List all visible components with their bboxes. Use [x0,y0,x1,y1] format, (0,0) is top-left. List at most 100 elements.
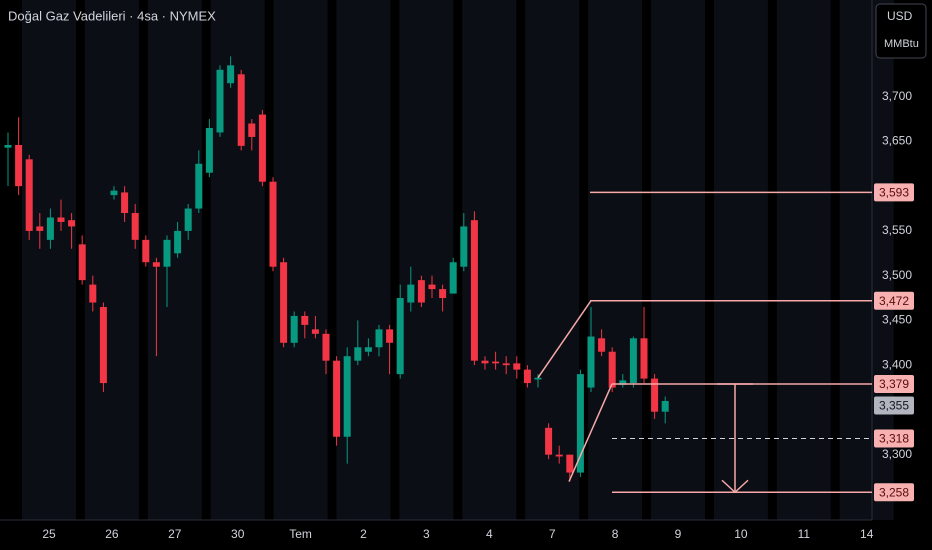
candle-body [248,123,256,137]
price-label-bg [874,429,914,448]
candle-body [608,351,616,388]
session-band [336,0,391,520]
x-tick-label: 10 [734,527,748,541]
candle-body [290,315,298,343]
candle-body [619,380,627,385]
price-label: 3,472 [879,294,909,308]
candle-body [227,65,235,84]
price-label-bg [874,374,914,393]
session-band [525,0,580,520]
x-tick-label: 4 [486,527,493,541]
x-tick-label: 8 [612,527,619,541]
candle-body [428,284,436,290]
candle-body [598,338,606,352]
candle-body [354,347,362,361]
candle-body [25,159,33,231]
candle-body [545,427,553,455]
x-tick-label: 11 [798,527,811,541]
candle-body [184,208,192,231]
price-label: 3,318 [879,432,909,446]
last-price-bg [874,396,914,415]
candle-body [322,333,330,361]
x-tick-label: 14 [860,527,874,541]
price-label-bg [874,291,914,310]
candle-body [280,262,288,343]
session-band [84,0,139,520]
y-tick-label: 3,500 [882,268,912,282]
candle-body [587,336,595,388]
session-band [22,0,76,520]
candle-body [417,280,425,303]
candle-body [110,190,118,196]
session-band [273,0,328,520]
candle-body [237,74,245,146]
candle-body [333,360,341,437]
candle-body [301,315,309,325]
candle-body [78,244,86,281]
candle-body [523,369,531,384]
candle-body [470,220,478,361]
x-tick-label: 25 [42,527,56,541]
candle-body [460,226,468,267]
candle-body [121,192,129,214]
candle-body [4,144,12,148]
session-band [588,0,643,520]
candle-body [57,217,65,222]
candle-body [258,114,266,182]
session-band [776,0,831,520]
candle-body [142,239,150,263]
candle-body [205,127,213,173]
candle-body [651,378,659,412]
chart-title: Doğal Gaz Vadelileri · 4sa · NYMEX [8,8,216,23]
candle-body [629,338,637,384]
candle-body [343,356,351,437]
x-tick-label: 7 [549,527,556,541]
candle-body [152,262,160,267]
x-tick-label: 3 [423,527,430,541]
session-band [713,0,768,520]
candle-body [439,289,447,299]
candle-body [89,284,97,303]
y-tick-label: 3,300 [882,447,912,461]
candle-body [375,329,383,348]
candle-body [269,181,277,267]
candle-body [15,144,23,187]
x-tick-label: 26 [105,527,119,541]
y-tick-label: 3,700 [882,89,912,103]
price-label-bg [874,483,914,502]
price-label: 3,379 [879,377,909,391]
session-band [651,0,705,520]
candle-body [46,217,54,240]
candle-body [566,454,574,473]
price-label: 3,593 [879,186,909,200]
candle-body [386,329,394,343]
candle-body [481,360,489,364]
candle-body [576,374,584,473]
unit-box[interactable] [875,3,927,59]
session-band [399,0,454,520]
x-tick-label: 2 [360,527,367,541]
trend-line [537,300,592,379]
y-tick-label: 3,450 [882,313,912,327]
candle-body [99,306,107,384]
candle-body [640,338,648,379]
candle-body [174,230,182,254]
candle-body [534,377,542,380]
y-tick-label: 3,550 [882,223,912,237]
candle-body [449,262,457,294]
x-tick-label: 27 [168,527,182,541]
price-label-bg [874,183,914,202]
trend-line [568,383,613,482]
candle-body [396,298,404,375]
y-tick-label: 3,650 [882,134,912,148]
candle-body [216,69,224,133]
x-tick-label: Tem [289,527,312,541]
candle-body [492,361,500,364]
candle-body [195,163,203,209]
unit: MMBtu [884,38,919,50]
x-tick-label: 9 [675,527,682,541]
candle-body [502,363,510,366]
y-tick-label: 3,400 [882,357,912,371]
candle-body [407,284,415,303]
